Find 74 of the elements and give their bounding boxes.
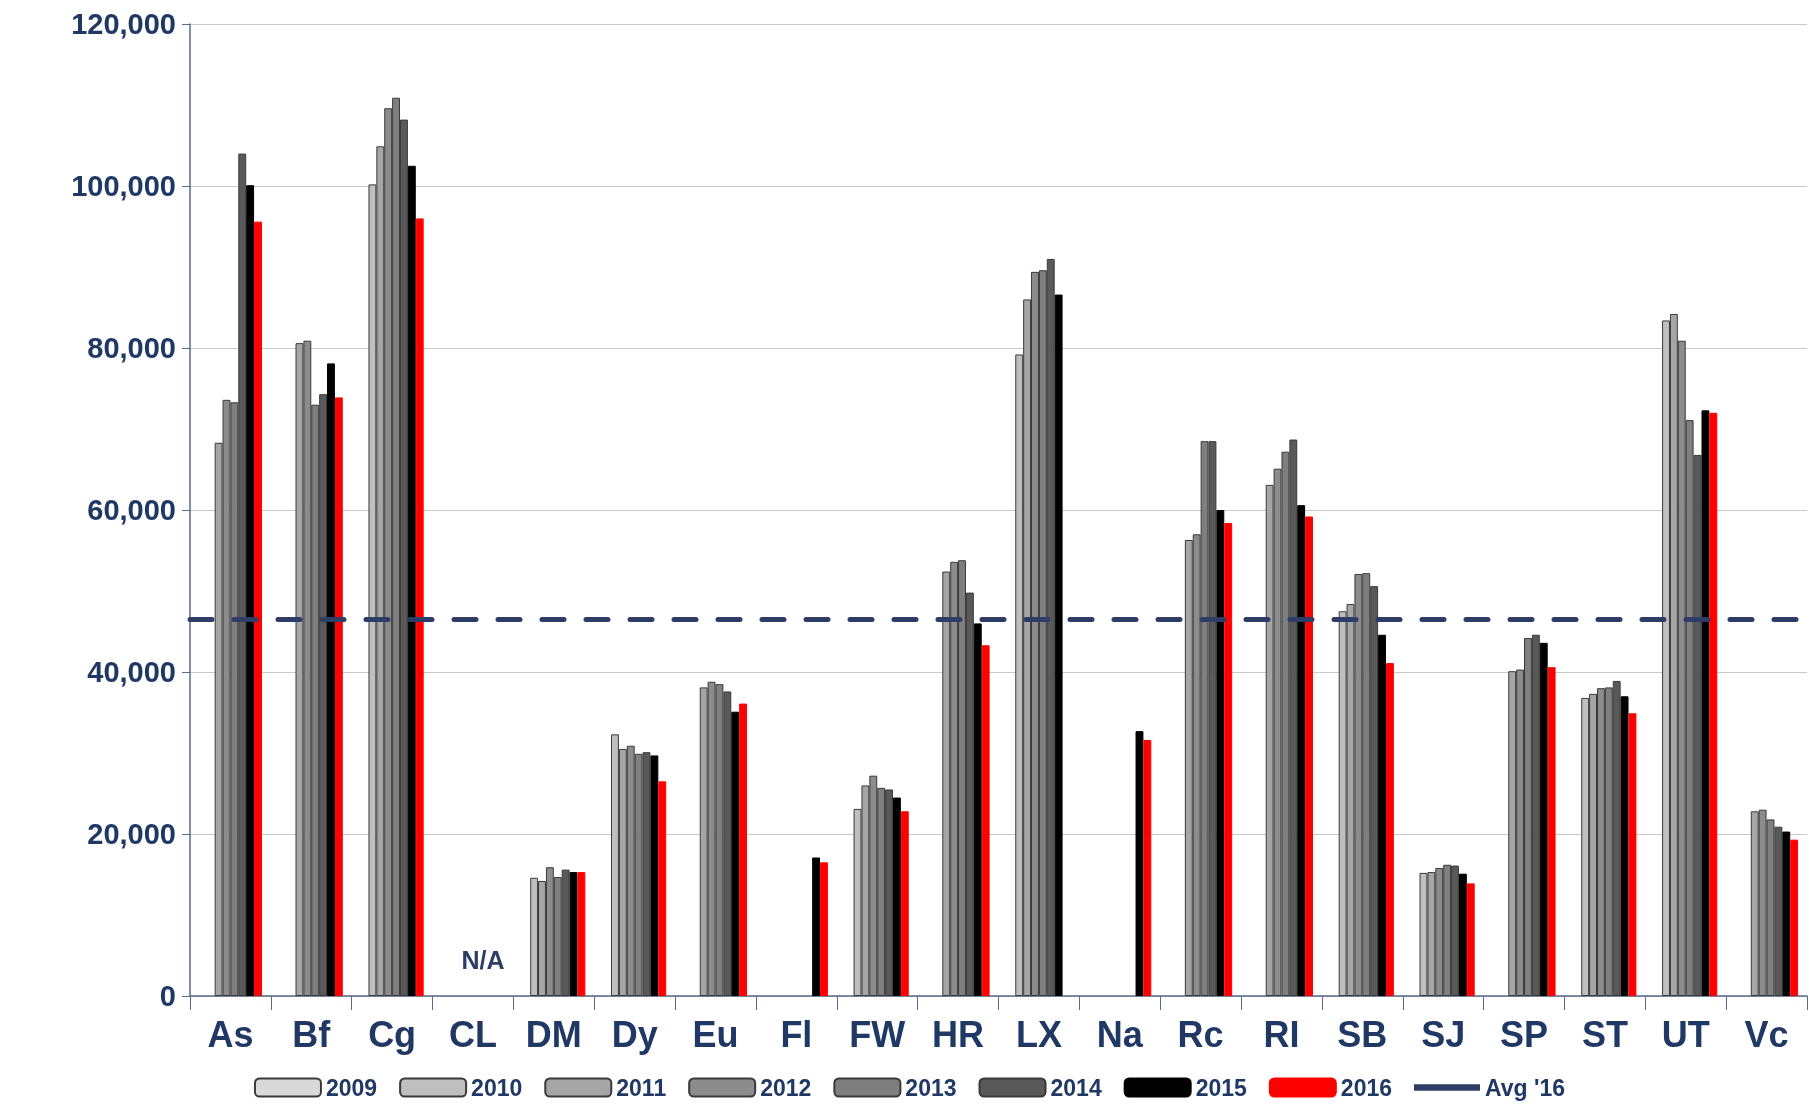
legend-label: 2010	[471, 1074, 523, 1101]
bar	[1466, 883, 1475, 996]
bar	[1297, 505, 1306, 996]
y-tick-label: 100,000	[71, 170, 176, 202]
x-tick-label: CL	[448, 1013, 497, 1055]
x-tick-label: HR	[932, 1013, 985, 1055]
bar	[1378, 634, 1386, 996]
x-tick-label: RI	[1263, 1013, 1300, 1055]
bar	[1054, 294, 1063, 996]
bar	[1709, 412, 1718, 996]
bar	[973, 623, 982, 996]
legend-label: 2014	[1050, 1074, 1102, 1101]
y-tick-label: 80,000	[87, 332, 176, 364]
legend-label: Avg '16	[1485, 1074, 1566, 1101]
bar	[1135, 731, 1144, 996]
bar	[1224, 522, 1233, 996]
bar	[892, 797, 901, 996]
y-tick-label: 60,000	[87, 494, 176, 526]
x-tick-label: Na	[1096, 1013, 1144, 1055]
bar	[812, 857, 821, 996]
x-tick-label: UT	[1661, 1013, 1710, 1055]
bar	[1782, 831, 1791, 996]
x-tick-label: As	[207, 1013, 254, 1055]
x-tick-label: SB	[1337, 1013, 1388, 1055]
bar	[658, 781, 667, 996]
y-tick-label: 0	[159, 980, 176, 1012]
x-tick-label: LX	[1015, 1013, 1062, 1055]
bar	[407, 165, 416, 996]
bar	[1216, 510, 1225, 996]
y-tick-label: 120,000	[71, 8, 176, 40]
bar	[254, 221, 262, 996]
bar	[981, 645, 990, 996]
bar	[1539, 642, 1548, 996]
y-tick-label: 40,000	[87, 656, 176, 688]
x-tick-label: Fl	[780, 1013, 813, 1055]
x-tick-label: Bf	[292, 1013, 332, 1055]
bar	[1305, 516, 1314, 996]
bar	[739, 703, 748, 996]
x-tick-label: FW	[849, 1013, 906, 1055]
bar	[569, 872, 578, 996]
bar	[1790, 839, 1799, 996]
bar	[415, 218, 424, 996]
legend-label: 2015	[1195, 1074, 1248, 1101]
bar	[731, 711, 740, 996]
y-tick-label: 20,000	[87, 818, 176, 850]
x-tick-label: DM	[525, 1013, 582, 1055]
legend-label: 2012	[760, 1074, 812, 1101]
bar	[650, 755, 659, 996]
legend-label: 2016	[1340, 1074, 1393, 1101]
bar	[1701, 410, 1710, 996]
legend-label: 2011	[616, 1074, 667, 1101]
x-tick-label: Cg	[368, 1013, 417, 1055]
legend-label: 2013	[905, 1074, 957, 1101]
x-tick-label: Dy	[611, 1013, 658, 1055]
legend-label: 2009	[325, 1074, 378, 1101]
bar	[1628, 713, 1637, 996]
bar	[327, 363, 335, 996]
bar	[1547, 667, 1556, 996]
bar	[334, 397, 343, 996]
annotation: N/A	[461, 946, 505, 974]
x-tick-label: ST	[1581, 1013, 1628, 1055]
x-tick-label: Vc	[1744, 1013, 1789, 1055]
bar	[1385, 663, 1394, 996]
bar	[1143, 740, 1152, 996]
bar	[1620, 696, 1629, 996]
bar	[577, 872, 586, 996]
bar	[900, 811, 909, 996]
x-tick-label: Eu	[692, 1013, 739, 1055]
x-tick-label: SP	[1500, 1013, 1549, 1055]
bar	[246, 185, 255, 996]
x-tick-label: SJ	[1421, 1013, 1466, 1055]
bar	[820, 862, 828, 996]
bar	[1458, 873, 1467, 996]
x-tick-label: Rc	[1177, 1013, 1224, 1055]
